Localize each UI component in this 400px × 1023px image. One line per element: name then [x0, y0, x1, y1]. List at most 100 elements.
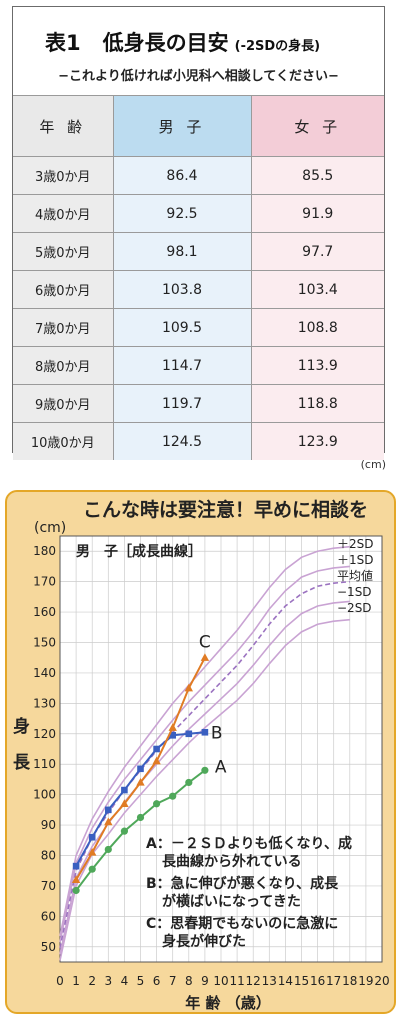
x-tick-label: 11	[229, 974, 244, 988]
boy-cell: 114.7	[112, 346, 251, 385]
boy-cell: 124.5	[112, 422, 251, 460]
chart-title: こんな時は要注意！早めに相談を	[83, 499, 369, 521]
table-row: 10歳0か月 124.5 123.9	[13, 422, 384, 460]
girl-cell: 91.9	[250, 194, 384, 233]
data-point	[88, 833, 96, 841]
y-axis-label: 身	[13, 716, 30, 737]
height-table: 年 齢 男 子 女 子 3歳0か月 86.4 85.5 4歳0か月 92.5 91.9 …	[13, 95, 384, 460]
data-point	[201, 728, 209, 736]
table-number: 表1	[45, 31, 81, 55]
table-row: 4歳0か月 92.5 91.9	[13, 194, 384, 233]
series-label: B	[211, 723, 223, 743]
data-point	[72, 862, 80, 870]
header-boy: 男 子	[112, 95, 251, 157]
data-point	[168, 723, 177, 731]
data-point	[71, 875, 81, 884]
series-label: C	[199, 633, 211, 653]
table-title-text: 低身長の目安	[102, 31, 229, 55]
note-text: C：思春期でもないのに急激に	[146, 915, 338, 932]
x-tick-label: 8	[185, 974, 193, 988]
y-tick-label: 110	[33, 757, 56, 771]
series-label: A	[215, 757, 227, 777]
boy-cell: 103.8	[112, 270, 251, 309]
x-tick-label: 13	[262, 974, 277, 988]
girl-cell: 97.7	[250, 232, 384, 271]
y-tick-label: 170	[33, 575, 56, 589]
x-tick-label: 14	[278, 974, 293, 988]
y-tick-label: 90	[41, 818, 56, 832]
reference-curve	[59, 618, 350, 961]
x-tick-label: 18	[342, 974, 357, 988]
x-tick-label: 12	[246, 974, 261, 988]
y-tick-label: 50	[41, 940, 56, 954]
data-point	[88, 865, 96, 873]
table-row: 9歳0か月 119.7 118.8	[13, 384, 384, 423]
girl-cell: 123.9	[250, 422, 384, 460]
reference-curve-label: −2SD	[337, 601, 372, 615]
age-cell: 8歳0か月	[13, 346, 113, 385]
x-tick-label: 20	[374, 974, 389, 988]
reference-curve-label: ＋1SD	[337, 553, 374, 567]
reference-curve-label: 平均値	[337, 568, 373, 583]
note-text: 身長が伸びた	[162, 933, 246, 950]
boy-cell: 109.5	[112, 308, 251, 347]
x-tick-label: 3	[104, 974, 112, 988]
y-tick-label: 180	[33, 544, 56, 558]
data-point	[120, 799, 129, 807]
x-axis-label: 年 齢 （歳）	[185, 994, 270, 1012]
y-tick-label: 80	[41, 849, 56, 863]
table-header-row: 年 齢 男 子 女 子	[13, 95, 384, 157]
age-cell: 7歳0か月	[13, 308, 113, 347]
data-point	[120, 827, 128, 835]
y-axis-label: 長	[13, 753, 31, 773]
chart-sub-label: 男 子［成長曲線］	[76, 543, 202, 560]
girl-cell: 85.5	[250, 156, 384, 195]
age-cell: 6歳0か月	[13, 270, 113, 309]
table-row: 5歳0か月 98.1 97.7	[13, 232, 384, 271]
boy-cell: 92.5	[112, 194, 251, 233]
data-point	[169, 792, 177, 800]
girl-cell: 108.8	[250, 308, 384, 347]
note-text: B：急に伸びが悪くなり、成長	[146, 875, 339, 892]
reference-curve-label: ＋2SD	[337, 537, 374, 551]
plot-frame	[59, 535, 383, 963]
header-girl: 女 子	[250, 95, 384, 157]
y-tick-label: 160	[33, 605, 56, 619]
boy-cell: 86.4	[112, 156, 251, 195]
girl-cell: 118.8	[250, 384, 384, 423]
note-text: 長曲線から外れている	[162, 853, 302, 870]
data-point	[184, 683, 193, 692]
table-row: 6歳0か月 103.8 103.4	[13, 270, 384, 309]
reference-curve-label: −1SD	[337, 585, 372, 599]
x-tick-label: 4	[121, 974, 129, 988]
note-text: が横ばいになってきた	[162, 893, 301, 910]
data-point	[185, 730, 193, 738]
reference-curve	[59, 565, 350, 943]
table-subtitle: −これより低ければ小児科へ相談してください−	[58, 69, 339, 84]
y-axis-unit: (cm)	[34, 520, 66, 536]
y-tick-label: 130	[33, 696, 56, 710]
data-point	[104, 845, 112, 854]
data-point	[105, 806, 112, 814]
header-age: 年 齢	[13, 95, 113, 157]
table-row: 3歳0か月 86.4 85.5	[13, 156, 384, 195]
y-tick-label: 150	[33, 636, 56, 650]
x-tick-label: 9	[201, 974, 209, 988]
table-title-area: 表1 低身長の目安 (-2SDの身長) −これより低ければ小児科へ相談してください−	[13, 7, 384, 95]
x-tick-label: 2	[88, 974, 96, 988]
x-tick-label: 5	[137, 974, 145, 988]
height-table-panel: 表1 低身長の目安 (-2SDの身長) −これより低ければ小児科へ相談してください−…	[12, 6, 385, 460]
note-text: A：－２ＳＤよりも低くなり、成	[146, 835, 352, 852]
age-cell: 10歳0か月	[13, 422, 113, 460]
y-tick-label: 120	[33, 727, 56, 741]
data-point	[104, 817, 113, 826]
age-cell: 4歳0か月	[13, 194, 113, 233]
x-tick-label: 17	[326, 974, 341, 988]
boy-cell: 119.7	[112, 384, 251, 423]
data-point	[88, 847, 97, 856]
data-point	[72, 886, 80, 895]
data-point	[185, 778, 193, 787]
table-title-note: (-2SDの身長)	[234, 39, 321, 54]
reference-curve	[59, 545, 350, 937]
